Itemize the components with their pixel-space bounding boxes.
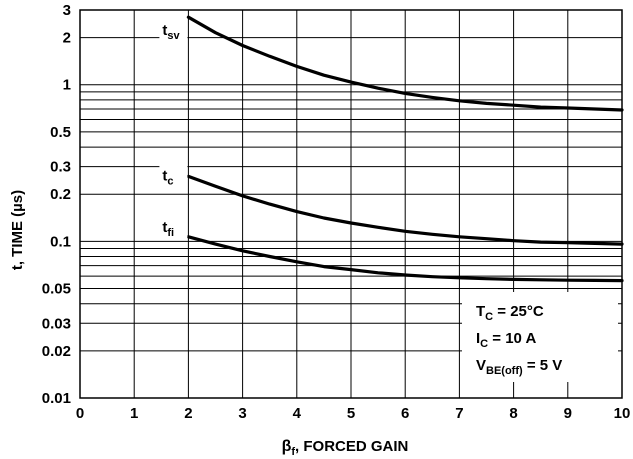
y-tick-label: 1 — [63, 77, 71, 94]
x-axis-title-rest: , FORCED GAIN — [295, 438, 408, 455]
tc-curve — [186, 174, 624, 246]
curve-label: tsv — [162, 22, 180, 42]
y-axis-title: t, TIME (µs) — [9, 190, 26, 270]
tsv-curve — [186, 15, 624, 112]
y-tick-label: 0.1 — [50, 233, 71, 250]
y-tick-label: 3 — [63, 2, 71, 19]
y-tick-label: 0.01 — [42, 390, 71, 407]
x-tick-label: 9 — [564, 405, 572, 422]
curve-label-background — [159, 216, 188, 238]
x-axis-title-subscript: f — [291, 446, 295, 458]
x-tick-label: 2 — [184, 405, 192, 422]
y-tick-label: 0.02 — [42, 343, 71, 360]
curve-label-background — [159, 165, 188, 187]
y-tick-label: 0.3 — [50, 159, 71, 176]
y-tick-label: 0.5 — [50, 124, 71, 141]
condition-text: IC = 10 A — [476, 330, 537, 350]
condition-text: VBE(off) = 5 V — [476, 357, 562, 377]
x-axis-title: βf, FORCED GAIN — [282, 438, 409, 458]
x-tick-label: 6 — [401, 405, 409, 422]
conditions-box — [462, 292, 618, 382]
x-tick-label: 0 — [76, 405, 84, 422]
x-tick-label: 8 — [509, 405, 517, 422]
tfi-curve — [186, 235, 624, 283]
x-tick-label: 10 — [614, 405, 631, 422]
x-tick-label: 3 — [238, 405, 246, 422]
curve-label-background — [159, 20, 188, 42]
x-tick-label: 1 — [130, 405, 138, 422]
y-tick-label: 0.03 — [42, 315, 71, 332]
y-tick-label: 2 — [63, 30, 71, 47]
condition-text: TC = 25°C — [476, 303, 544, 323]
y-tick-label: 0.2 — [50, 186, 71, 203]
labels: 0 1 2 3 4 5 6 7 8 9 10 0.01 0.02 0.03 0.05 0.1 0.2 0.3 0.5… — [42, 2, 631, 422]
x-tick-label: 5 — [347, 405, 355, 422]
curves — [186, 15, 624, 283]
x-tick-label: 7 — [455, 405, 463, 422]
x-tick-label: 4 — [293, 405, 302, 422]
y-tick-label: 0.05 — [42, 281, 71, 298]
curve-label: tfi — [162, 219, 174, 239]
curve-label: tc — [162, 167, 173, 187]
x-axis-title-symbol: β — [282, 438, 292, 455]
